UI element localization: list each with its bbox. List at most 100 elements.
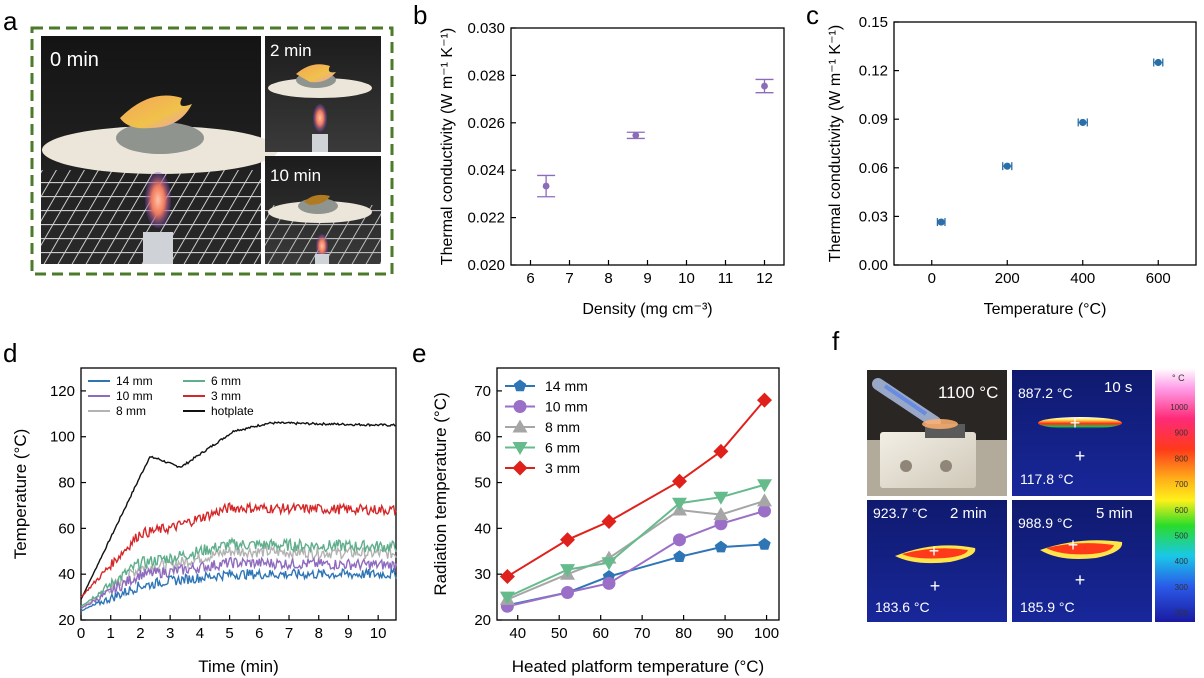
colorbar-tick-label: 300: [1175, 583, 1189, 592]
x-tick-label: 11: [718, 270, 734, 287]
panel-a-dashed-border: [30, 26, 394, 276]
crosshair-icon: +: [930, 576, 941, 596]
data-marker: [602, 576, 616, 590]
legend-label: 6 mm: [545, 440, 580, 456]
x-tick-label: 40: [509, 625, 526, 642]
data-marker: [512, 460, 528, 476]
data-marker: [713, 491, 729, 505]
panel-f: 1100 °C + + 887.2 °C 117.8 °C 10 s + + 9…: [867, 368, 1195, 622]
x-axis-label: Temperature (°C): [984, 301, 1107, 318]
x-tick-label: 80: [675, 625, 692, 642]
x-tick-label: 90: [717, 625, 734, 642]
ir-colorbar: ° C 1000 900 800 700 600 500 400 300 200: [1155, 368, 1195, 622]
x-tick-label: 9: [344, 625, 352, 642]
legend-label: 3 mm: [545, 460, 580, 476]
y-axis-label: Thermal conductivity (W m⁻¹ K⁻¹): [439, 28, 456, 265]
x-tick-label: 7: [285, 625, 293, 642]
data-marker: [672, 533, 686, 547]
legend-label: 14 mm: [116, 374, 153, 388]
colorbar-unit: ° C: [1172, 373, 1185, 383]
colorbar-tick-label: 200: [1175, 609, 1189, 618]
panel-label-d: d: [3, 338, 17, 368]
ir-frame-10s: + + 887.2 °C 117.8 °C 10 s: [1012, 370, 1152, 496]
y-tick-label: 0.028: [467, 67, 505, 84]
data-point: [632, 131, 640, 139]
data-marker: [714, 540, 728, 553]
series-line-14-mm: [80, 566, 397, 612]
colorbar-tick-label: 800: [1175, 454, 1189, 463]
data-point: [542, 182, 550, 190]
x-tick-label: 5: [225, 625, 233, 642]
legend-label: 10 mm: [545, 399, 588, 415]
x-tick-label: 600: [1146, 270, 1171, 287]
data-marker: [601, 557, 617, 571]
y-tick-label: 0.030: [467, 20, 505, 37]
y-tick-label: 70: [474, 383, 491, 400]
torch-temperature-label: 1100 °C: [938, 383, 998, 402]
y-tick-label: 40: [474, 520, 491, 537]
ir-time-label: 2 min: [950, 505, 987, 522]
x-axis-label: Heated platform temperature (°C): [512, 657, 764, 676]
panel-label-b: b: [413, 0, 427, 30]
y-tick-label: 0.026: [467, 115, 505, 132]
data-marker: [757, 493, 772, 507]
x-tick-label: 12: [756, 270, 773, 287]
colorbar-ticks: 1000 900 800 700 600 500 400 300 200: [1170, 403, 1188, 618]
data-marker: [713, 507, 729, 521]
x-tick-label: 6: [526, 270, 534, 287]
x-tick-label: 4: [196, 625, 204, 642]
y-tick-label: 60: [474, 429, 491, 446]
photo-label-0min: 0 min: [50, 49, 99, 71]
chart-b-thermal-conductivity-vs-density: 6 7 8 9 10 11 12 0.020 0.022 0.024 0.026 0.028 0.030…: [439, 20, 785, 318]
x-tick-label: 0: [928, 270, 936, 287]
series-line-3-mm: [506, 399, 766, 578]
data-marker: [561, 586, 574, 600]
y-tick-label: 0.020: [467, 257, 505, 274]
x-tick-label: 60: [592, 625, 609, 642]
legend-label: 8 mm: [116, 404, 146, 418]
data-marker: [560, 532, 575, 548]
ir-top-temperature: 923.7 °C: [873, 505, 928, 521]
data-point: [1154, 58, 1162, 67]
flame-icon: [145, 172, 171, 228]
burner-icon: [143, 232, 173, 264]
y-tick-label: 0.024: [467, 162, 505, 179]
y-tick-label: 20: [58, 612, 75, 629]
y-tick-label: 100: [50, 429, 75, 446]
x-axis-label: Time (min): [198, 657, 279, 676]
x-tick-label: 100: [754, 625, 779, 642]
legend-label: 10 mm: [116, 389, 153, 403]
y-tick-label: 20: [474, 612, 491, 629]
x-tick-label: 50: [551, 625, 568, 642]
series-line-10-mm: [80, 556, 397, 610]
photo-0min: 0 min: [41, 36, 278, 264]
crosshair-icon: +: [929, 541, 940, 561]
x-tick-label: 7: [565, 270, 573, 287]
photo-2min: 2 min: [265, 36, 381, 152]
data-marker: [601, 514, 617, 529]
chart-c-thermal-conductivity-vs-temperature: 0 200 400 600 0.00 0.03 0.06 0.09 0.12 0.15 Temper…: [827, 14, 1197, 318]
y-tick-label: 40: [58, 566, 75, 583]
plot-frame: [496, 367, 780, 621]
series-line-6-mm: [506, 483, 765, 599]
x-tick-label: 200: [995, 270, 1020, 287]
data-marker: [513, 379, 527, 392]
series-line-10-mm: [507, 510, 765, 608]
x-axis-label: Density (mg cm⁻³): [582, 301, 712, 318]
plot-frame: [510, 27, 785, 266]
legend-label: 8 mm: [545, 419, 580, 435]
data-marker: [512, 419, 528, 433]
ir-frame-5min: + + 988.9 °C 185.9 °C 5 min: [1012, 500, 1152, 622]
y-tick-label: 0.12: [859, 63, 888, 80]
legend-label: hotplate: [211, 404, 254, 418]
x-tick-label: 6: [255, 625, 263, 642]
x-tick-label: 8: [315, 625, 323, 642]
data-marker: [560, 564, 575, 578]
legend-label: 6 mm: [211, 374, 241, 388]
y-axis-label: Thermal conductivity (W m⁻¹ K⁻¹): [827, 25, 844, 262]
data-point: [761, 82, 768, 90]
crosshair-icon: +: [1068, 535, 1079, 555]
series-line-hotplate: [80, 421, 397, 600]
crosshair-icon: +: [1075, 446, 1086, 466]
